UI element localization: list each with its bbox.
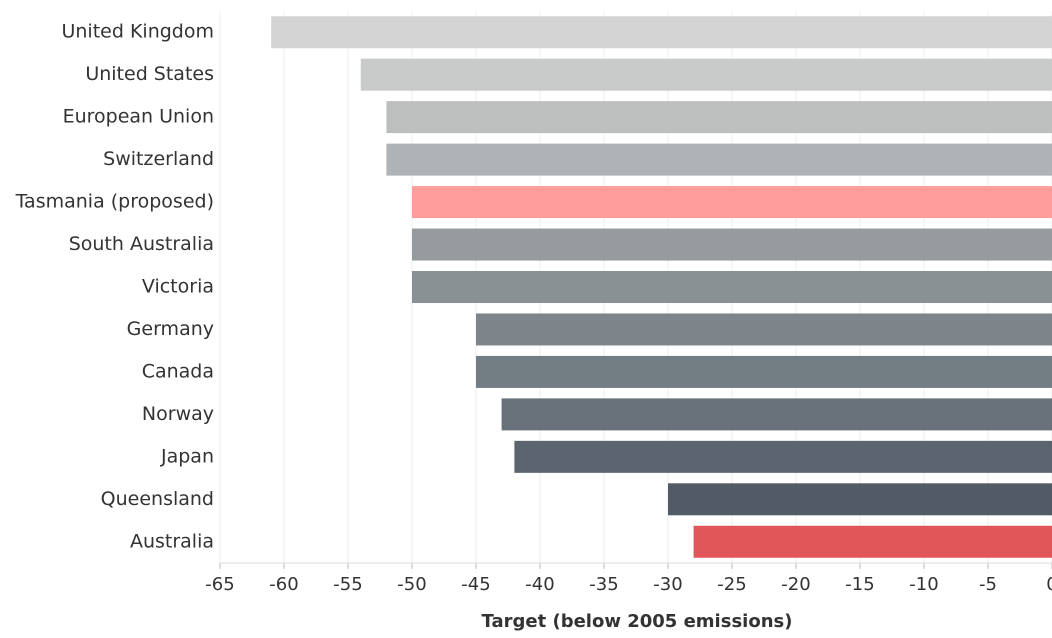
bar (412, 228, 1052, 261)
y-tick-label: Germany (127, 318, 214, 340)
y-tick-label: South Australia (69, 233, 214, 255)
y-tick-label: Canada (142, 360, 214, 382)
x-tick-label: -60 (269, 574, 298, 595)
x-tick-label: -50 (397, 574, 426, 595)
bar (476, 313, 1052, 346)
bar (360, 58, 1052, 91)
x-tick-label: 0 (1046, 574, 1052, 595)
x-tick-label: -10 (909, 574, 938, 595)
bar (668, 483, 1052, 516)
bar (693, 525, 1052, 558)
y-tick-label: Victoria (142, 276, 214, 298)
x-tick-label: -45 (461, 574, 490, 595)
y-tick-label: Switzerland (103, 148, 214, 170)
y-tick-label: Norway (142, 403, 214, 425)
x-tick-label: -20 (781, 574, 810, 595)
bar (501, 398, 1052, 431)
x-tick-label: -40 (525, 574, 554, 595)
x-tick-label: -35 (589, 574, 618, 595)
bar (514, 440, 1052, 473)
y-tick-label: United States (85, 63, 214, 85)
bar (412, 271, 1052, 303)
y-tick-label: Queensland (101, 488, 214, 510)
bar (476, 355, 1052, 388)
bar (386, 101, 1052, 134)
bar (271, 16, 1052, 49)
x-tick-label: -30 (653, 574, 682, 595)
y-tick-label: Japan (160, 445, 214, 467)
y-tick-label: Tasmania (proposed) (15, 191, 214, 213)
y-tick-label: United Kingdom (61, 21, 214, 43)
x-tick-label: -55 (333, 574, 362, 595)
x-tick-label: -65 (205, 574, 234, 595)
x-axis-title: Target (below 2005 emissions) (482, 611, 793, 632)
bar (386, 143, 1052, 176)
y-tick-label: Australia (130, 530, 214, 552)
x-tick-label: -15 (845, 574, 874, 595)
bar (412, 186, 1052, 219)
y-tick-label: European Union (63, 106, 214, 128)
x-tick-label: -25 (717, 574, 746, 595)
x-tick-label: -5 (979, 574, 997, 595)
